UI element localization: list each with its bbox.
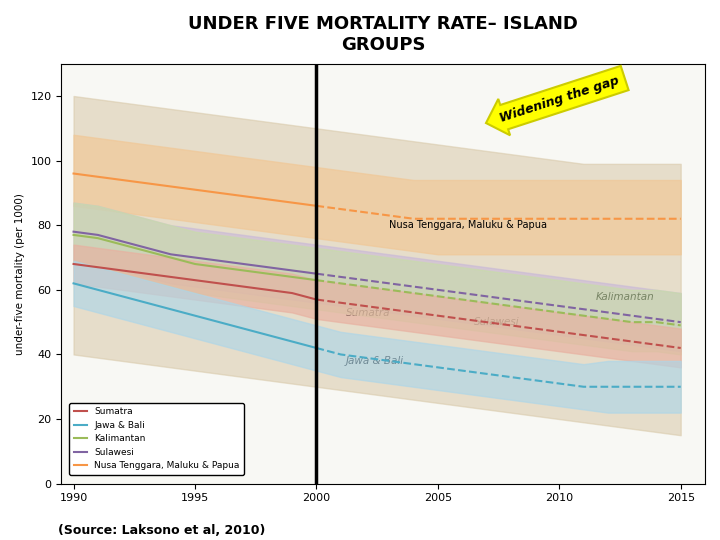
Text: Sumatra: Sumatra — [346, 308, 390, 318]
Text: Sulawesi: Sulawesi — [474, 318, 520, 327]
Legend: Sumatra, Jawa & Bali, Kalimantan, Sulawesi, Nusa Tenggara, Maluku & Papua: Sumatra, Jawa & Bali, Kalimantan, Sulawe… — [69, 403, 244, 475]
Text: Widening the gap: Widening the gap — [498, 74, 621, 125]
Title: UNDER FIVE MORTALITY RATE– ISLAND
GROUPS: UNDER FIVE MORTALITY RATE– ISLAND GROUPS — [188, 15, 578, 54]
Text: Nusa Tenggara, Maluku & Papua: Nusa Tenggara, Maluku & Papua — [390, 220, 547, 231]
Text: Jawa & Bali: Jawa & Bali — [346, 356, 404, 366]
Text: (Source: Laksono et al, 2010): (Source: Laksono et al, 2010) — [58, 524, 265, 537]
Y-axis label: under-five mortality (per 1000): under-five mortality (per 1000) — [15, 193, 25, 355]
Text: Kalimantan: Kalimantan — [595, 292, 654, 301]
